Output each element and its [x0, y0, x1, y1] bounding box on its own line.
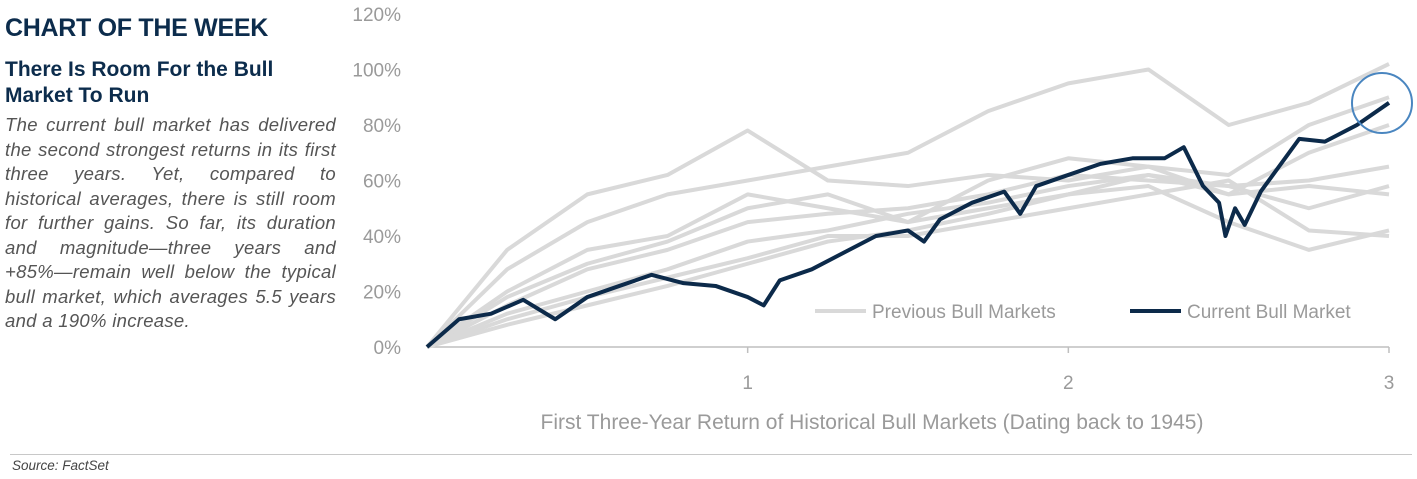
description: The current bull market has delivered th… — [5, 114, 336, 331]
legend: Previous Bull Markets Current Bull Marke… — [815, 302, 1351, 323]
y-tick-label: 20% — [363, 283, 401, 304]
page-title: CHART OF THE WEEK — [5, 14, 268, 42]
series-previous-bull-market-2 — [425, 95, 1390, 349]
chart-subtitle: There Is Room For the Bull Market To Run — [5, 58, 274, 107]
y-tick-label: 100% — [352, 61, 401, 82]
divider — [10, 454, 1412, 455]
x-tick-label: 1 — [742, 373, 753, 394]
legend-label-current: Current Bull Market — [1187, 302, 1351, 323]
y-tick-label: 40% — [363, 227, 401, 248]
x-axis-title: First Three-Year Return of Historical Bu… — [541, 411, 1204, 434]
y-tick-label: 80% — [363, 116, 401, 137]
source-note: Source: FactSet — [12, 458, 109, 473]
text-panel: CHART OF THE WEEK There Is Room For the … — [5, 14, 336, 334]
series-previous-bull-market-1 — [425, 62, 1390, 349]
highlight-circle — [1351, 72, 1413, 134]
y-tick-label: 0% — [374, 338, 402, 359]
y-tick-label: 120% — [352, 5, 401, 26]
y-tick-label: 60% — [363, 172, 401, 193]
series-current-bull-market — [425, 101, 1391, 349]
series-previous-bull-market-5 — [426, 172, 1390, 349]
x-tick-label: 3 — [1384, 373, 1395, 394]
legend-label-previous: Previous Bull Markets — [872, 302, 1056, 323]
series-previous-bull-market-6 — [425, 172, 1390, 349]
x-tick-label: 2 — [1063, 373, 1074, 394]
